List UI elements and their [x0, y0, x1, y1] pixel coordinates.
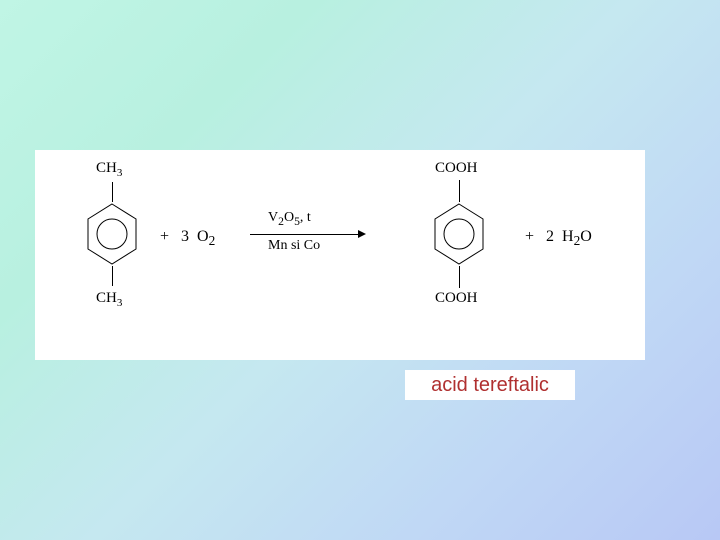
- reactant-top-sub: 3: [117, 167, 123, 179]
- reactant-top-group: CH3: [96, 160, 122, 179]
- reactant-benzene: [84, 202, 140, 266]
- reactant-top-bond: [112, 182, 113, 202]
- oxidant-sub: 2: [209, 233, 216, 248]
- arrow-head-icon: [358, 230, 366, 238]
- oxidant-coeff: 3: [181, 228, 189, 245]
- reaction-panel: CH3 CH3 + 3 O2 V2O5, t Mn si Co COOH: [35, 150, 645, 360]
- reaction-arrow: V2O5, t Mn si Co: [250, 210, 370, 260]
- byproduct-o: O: [580, 228, 592, 245]
- reactant-bottom-group: CH3: [96, 290, 122, 309]
- reactant-top-text: CH: [96, 160, 117, 176]
- plus-oxidant: + 3 O2: [160, 228, 215, 249]
- product-label: acid tereftalic: [431, 374, 549, 397]
- reactant-bottom-bond: [112, 266, 113, 286]
- cat-suffix: , t: [300, 210, 311, 225]
- product-label-panel: acid tereftalic: [405, 370, 575, 400]
- byproduct-h: H: [562, 228, 574, 245]
- plus-sign-1: +: [160, 228, 169, 245]
- product-bottom-group: COOH: [435, 290, 478, 307]
- byproduct-coeff: 2: [546, 228, 554, 245]
- plus-byproduct: + 2 H2O: [525, 228, 592, 249]
- oxidant-o: O: [197, 228, 209, 245]
- product-benzene: [431, 202, 487, 266]
- product-bottom-bond: [459, 266, 460, 288]
- cat-v: V: [268, 210, 278, 225]
- arrow-line: [250, 234, 360, 235]
- reactant-bottom-text: CH: [96, 290, 117, 306]
- plus-sign-2: +: [525, 228, 534, 245]
- product-top-group: COOH: [435, 160, 478, 177]
- catalyst-top: V2O5, t: [268, 210, 311, 228]
- catalyst-bottom: Mn si Co: [268, 238, 320, 254]
- reactant-bottom-sub: 3: [117, 297, 123, 309]
- cat-o: O: [284, 210, 294, 225]
- product-top-bond: [459, 180, 460, 202]
